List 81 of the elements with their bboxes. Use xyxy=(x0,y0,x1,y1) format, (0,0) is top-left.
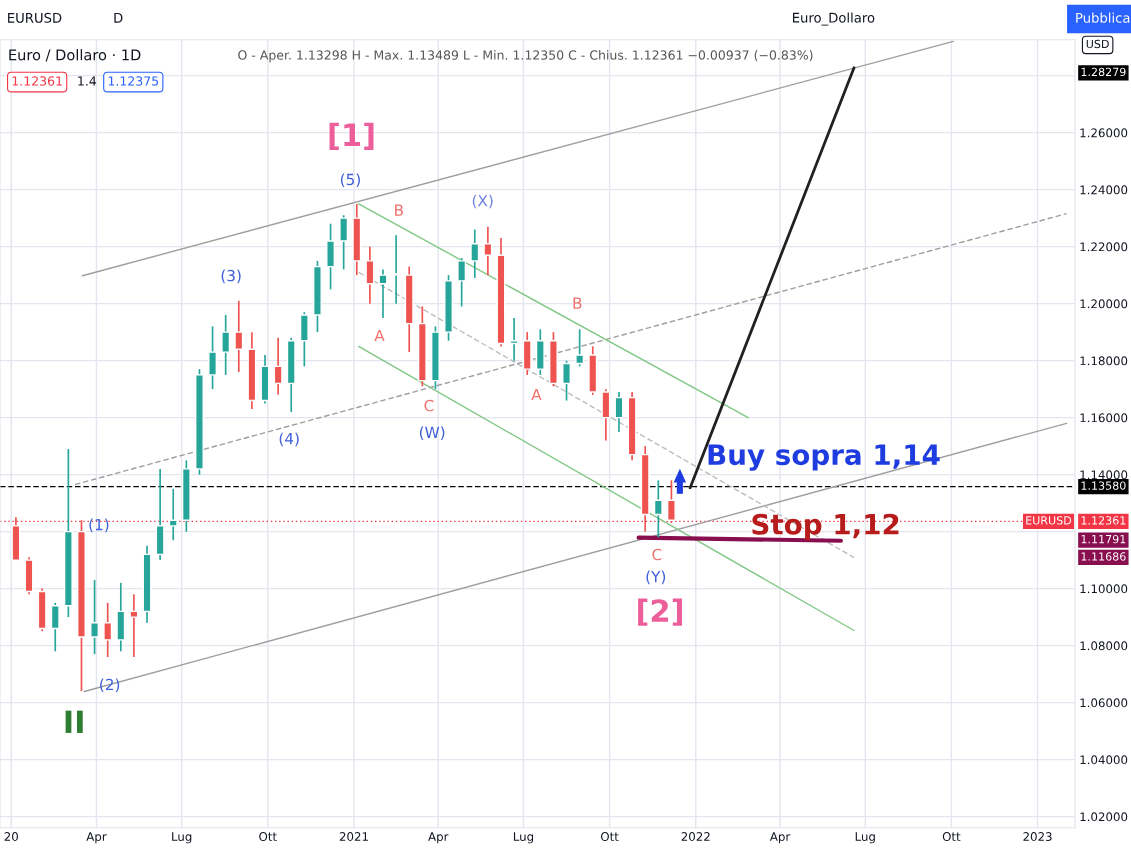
annotation: (Y) xyxy=(646,570,666,585)
ref-line-label: 1.12361 xyxy=(1081,516,1126,525)
y-tick-label: 1.26000 xyxy=(1080,128,1128,138)
annotation: 1.4 xyxy=(78,76,97,86)
candlestick xyxy=(509,317,519,362)
candlestick xyxy=(50,602,60,653)
y-tick-label: 1.22000 xyxy=(1080,242,1128,252)
annotation: (3) xyxy=(221,269,241,284)
ref-line-label: 1.13580 xyxy=(1081,481,1126,490)
annotation: Buy sopra 1,14 xyxy=(708,444,940,471)
y-tick-label: 1.02000 xyxy=(1080,812,1128,822)
annotation: C xyxy=(652,548,662,561)
x-tick-label: Ott xyxy=(259,832,277,842)
text: 1.28279 xyxy=(1081,67,1126,77)
text: O - Aper. 1.13298 H - Max. 1.13489 L - Min. 1.12350 C - Chius. 1.12361 −0.00937 (−0.83%) xyxy=(238,50,813,63)
annotation: (1) xyxy=(89,518,109,533)
x-tick-label: Apr xyxy=(769,832,791,844)
x-tick-label: Lug xyxy=(172,832,192,844)
annotation: [2] xyxy=(638,598,683,626)
candlestick xyxy=(562,359,571,402)
x-tick-label: Apr xyxy=(86,832,107,844)
annotation: (X) xyxy=(472,194,493,209)
annotation: B xyxy=(573,297,582,309)
annotation: C xyxy=(424,399,434,412)
x-tick-label: 2023 xyxy=(1023,832,1052,842)
candlestick xyxy=(221,314,231,376)
y-tick-label: 1.16000 xyxy=(1080,413,1128,423)
candlestick xyxy=(470,228,480,279)
annotation: 1.12375 xyxy=(108,76,159,86)
text: USD xyxy=(1086,39,1109,49)
y-tick-label: 1.24000 xyxy=(1080,185,1128,195)
candlestick xyxy=(234,299,244,373)
x-tick-label: Lug xyxy=(513,832,534,844)
candlestick xyxy=(129,593,139,658)
y-tick-label: 1.20000 xyxy=(1080,299,1128,309)
annotation: (5) xyxy=(340,173,360,188)
candlestick xyxy=(457,257,467,308)
x-tick-label: 2021 xyxy=(339,832,368,842)
candlestick xyxy=(666,479,676,524)
text: D xyxy=(114,13,123,23)
candlestick xyxy=(103,602,113,658)
annotation: (W) xyxy=(419,426,445,440)
candlestick xyxy=(483,225,493,276)
y-tick-label: 1.18000 xyxy=(1080,356,1128,366)
annotation: II xyxy=(65,710,83,733)
candlestick xyxy=(273,336,283,396)
annotation: (4) xyxy=(279,432,299,447)
y-tick-label: 1.08000 xyxy=(1080,641,1128,651)
text: 1.11686 xyxy=(1081,552,1126,561)
x-tick-label: Ott xyxy=(942,832,961,842)
text: Pubblica xyxy=(1076,12,1130,23)
text: Euro / Dollaro · 1D xyxy=(9,49,141,62)
annotation: (2) xyxy=(100,678,120,693)
text: Euro_Dollaro xyxy=(792,12,875,26)
annotation: A xyxy=(531,388,542,401)
y-tick-label: 1.14000 xyxy=(1080,470,1128,480)
candlestick xyxy=(339,214,349,271)
candlestick xyxy=(378,268,388,319)
annotation: A xyxy=(374,329,385,342)
x-tick-label: 20 xyxy=(4,832,18,842)
annotation: Stop 1,12 xyxy=(752,513,899,541)
candlestick xyxy=(653,479,663,539)
x-tick-label: Lug xyxy=(855,832,875,844)
text: EURUSD xyxy=(8,12,62,23)
annotation: 1.12361 xyxy=(12,76,62,86)
candlestick xyxy=(365,245,375,305)
y-tick-label: 1.04000 xyxy=(1080,755,1128,765)
candlestick xyxy=(90,579,100,655)
annotation: EURUSD xyxy=(1026,516,1072,525)
candlestick xyxy=(168,488,178,542)
candlestick xyxy=(391,234,401,305)
text: 1.11791 xyxy=(1081,534,1126,544)
y-tick-label: 1.10000 xyxy=(1080,584,1128,594)
y-tick-label: 1.06000 xyxy=(1080,698,1128,708)
x-tick-label: Ott xyxy=(601,832,619,842)
annotation: [1] xyxy=(329,122,374,150)
x-tick-label: Apr xyxy=(428,832,449,844)
x-tick-label: 2022 xyxy=(681,832,710,842)
candlestick xyxy=(208,325,218,390)
annotation: B xyxy=(395,204,403,216)
candlestick xyxy=(575,328,585,368)
